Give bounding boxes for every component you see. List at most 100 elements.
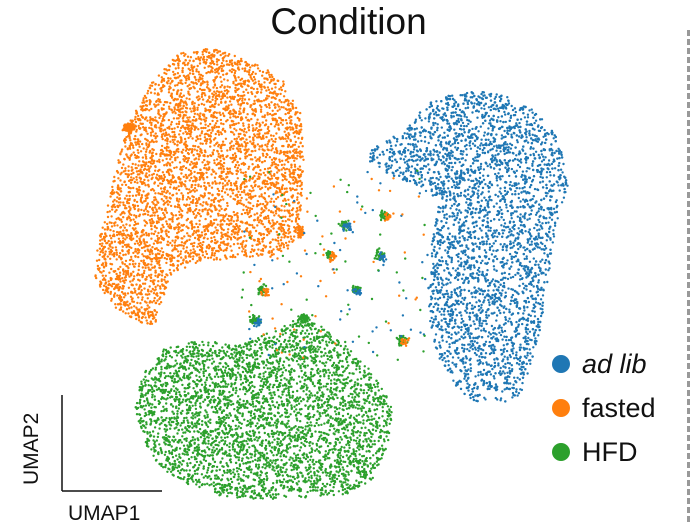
point-fasted [201,243,204,247]
point-fasted [147,185,150,188]
point-fasted [148,151,151,154]
point-fasted [212,79,215,82]
point-fasted [167,243,170,247]
point-fasted [103,239,107,242]
point-fasted [234,116,238,119]
point-fasted [224,179,227,182]
point-fasted [264,200,267,203]
point-fasted [264,217,268,220]
point-fasted [201,74,204,78]
point-fasted [153,199,156,202]
point-fasted [160,230,163,234]
point-fasted [222,59,225,62]
point-fasted [184,102,188,105]
point-fasted [289,235,292,238]
point-fasted [207,244,211,247]
point-fasted [159,301,163,304]
point-fasted [258,122,261,125]
point-fasted [164,139,167,142]
point-fasted [169,204,173,208]
point-fasted [155,292,159,295]
point-fasted [151,207,154,211]
point-fasted [127,165,130,168]
point-fasted [181,69,184,72]
point-fasted [243,211,247,215]
point-fasted [265,119,268,122]
point-fasted [130,274,133,277]
point-fasted [230,184,233,187]
point-fasted [228,95,232,99]
point-fasted [180,256,183,259]
point-fasted [153,181,157,184]
point-fasted [244,171,247,174]
point-fasted [106,222,109,226]
point-fasted [122,268,125,271]
point-fasted [229,215,232,218]
point-fasted [189,173,192,176]
point-fasted [248,215,251,219]
point-fasted [284,107,287,111]
point-fasted [242,122,245,125]
point-fasted [180,172,183,175]
point-fasted [170,92,173,96]
point-fasted [151,162,154,165]
point-fasted [282,199,285,202]
point-fasted [136,311,140,314]
point-fasted [275,121,278,124]
point-fasted [240,57,243,61]
point-fasted [233,198,237,201]
point-fasted [212,138,216,141]
point-fasted [151,151,154,154]
point-fasted [296,130,299,134]
point-fasted [219,147,223,150]
point-fasted [193,226,196,229]
point-fasted [242,108,246,112]
point-fasted [126,147,129,150]
point-fasted [209,62,213,65]
point-fasted [191,226,194,229]
point-fasted [136,272,140,275]
point-fasted [125,229,129,232]
point-fasted [234,86,237,90]
point-fasted [132,186,135,190]
point-fasted [150,290,153,293]
point-fasted [250,72,254,76]
point-fasted [265,94,269,98]
point-fasted [288,126,292,129]
point-fasted [130,176,133,179]
point-fasted [219,214,223,217]
point-fasted [264,103,267,107]
point-fasted [144,96,148,100]
point-fasted [232,188,235,192]
point-fasted [124,312,127,315]
point-fasted [115,169,119,173]
point-fasted [269,230,273,233]
point-fasted [240,82,243,86]
point-fasted [132,151,135,154]
point-fasted [269,134,273,137]
point-fasted [130,234,133,237]
point-fasted [199,176,203,179]
point-fasted [260,100,263,103]
point-fasted [268,251,271,254]
point-fasted [261,202,265,206]
point-fasted [278,158,281,161]
point-fasted [119,265,122,269]
point-fasted [154,135,158,138]
point-fasted [213,230,216,234]
point-fasted [284,99,287,102]
point-fasted [176,244,179,248]
point-fasted [188,87,191,91]
point-fasted [189,163,192,166]
point-fasted [297,151,300,154]
point-fasted [183,183,186,186]
point-fasted [211,129,214,132]
point-fasted [135,112,138,115]
point-fasted [210,203,213,206]
point-fasted [148,268,151,271]
point-fasted [119,230,122,234]
point-fasted [191,137,194,140]
point-fasted [231,172,234,175]
point-fasted [180,181,184,184]
point-fasted [106,241,109,245]
